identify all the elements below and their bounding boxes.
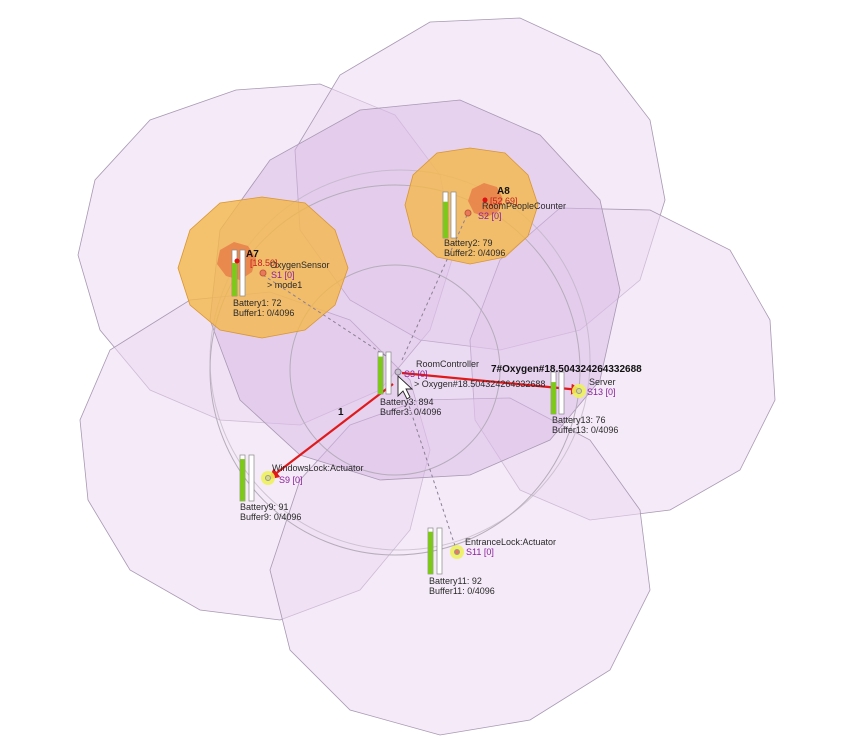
node-dot[interactable] [576, 388, 582, 394]
node-server[interactable]: Server S13 [0] Battery13: 76 Buffer13: 0… [550, 371, 618, 435]
battery-label: Battery1: 72 [233, 298, 282, 308]
sensor-label: S3 [0] [404, 369, 428, 379]
node-entrance-lock[interactable]: EntranceLock:Actuator S11 [0] Battery11:… [427, 527, 556, 596]
battery-label: Battery3: 894 [380, 397, 434, 407]
node-name: WindowsLock:Actuator [272, 463, 364, 473]
node-name: Server [589, 377, 616, 387]
battery-fill [232, 262, 237, 296]
battery-fill [240, 459, 245, 501]
battery-fill [378, 356, 383, 394]
node-dot[interactable] [265, 475, 271, 481]
command-label: > Oxygen#18.504324264332688 [414, 379, 545, 389]
sensor-label: S11 [0] [466, 547, 494, 557]
node-people-counter[interactable]: A8 [52.69] RoomPeopleCounter S2 [0] Batt… [442, 186, 566, 258]
node-name: OxygenSensor [270, 260, 330, 270]
command-label: > mode1 [267, 280, 302, 290]
buffer-bar [248, 454, 255, 502]
arrow-controller-to-windows [268, 383, 394, 480]
node-name: EntranceLock:Actuator [465, 537, 556, 547]
battery-fill [428, 531, 433, 574]
node-name: RoomPeopleCounter [482, 201, 566, 211]
range-rings [209, 169, 591, 556]
buffer-label: Buffer11: 0/4096 [429, 586, 495, 596]
mouse-cursor-icon [397, 374, 414, 400]
node-dot[interactable] [454, 549, 460, 555]
buffer-label: Buffer13: 0/4096 [552, 425, 618, 435]
buffer-bar [558, 371, 565, 415]
node-dot[interactable] [259, 269, 267, 277]
sensor-label: S1 [0] [271, 270, 295, 280]
alarm-label: A8 [497, 186, 510, 197]
sensor-label: S2 [0] [478, 211, 502, 221]
alarm-label: A7 [246, 249, 259, 260]
buffer-bar [436, 527, 443, 575]
buffer-bar [385, 351, 392, 395]
buffer-bar [239, 249, 246, 297]
node-room-controller[interactable]: RoomController S3 [0] > Oxygen#18.504324… [377, 351, 545, 417]
node-dot[interactable] [394, 368, 402, 376]
sensor-label: S13 [0] [587, 387, 616, 397]
range-entrance-lock [269, 397, 651, 736]
alarm-dot [234, 258, 240, 264]
battery-label: Battery11: 92 [429, 576, 482, 586]
node-dot[interactable] [464, 209, 472, 217]
connection-lines [262, 214, 578, 553]
node-windows-lock[interactable]: WindowsLock:Actuator S9 [0] Battery9: 91… [239, 454, 364, 522]
message-arrows [268, 371, 583, 480]
arrow-controller-to-server [401, 371, 583, 395]
buffer-label: Buffer1: 0/4096 [233, 308, 294, 318]
battery-label: Battery13: 76 [552, 415, 606, 425]
reading-label: [52.69] [490, 196, 518, 206]
message-to-server-label: 7#Oxygen#18.504324264332688 [491, 364, 642, 375]
buffer-label: Buffer2: 0/4096 [444, 248, 505, 258]
message-to-windows-label: 1 [338, 407, 344, 418]
reading-label: [18.50] [250, 258, 278, 268]
buffer-label: Buffer9: 0/4096 [240, 512, 301, 522]
battery-fill [443, 201, 448, 238]
alarm-dot [482, 197, 488, 203]
node-name: RoomController [416, 359, 479, 369]
battery-label: Battery9: 91 [240, 502, 289, 512]
battery-fill [551, 382, 556, 414]
sensor-label: S9 [0] [279, 475, 303, 485]
buffer-bar [450, 191, 457, 239]
battery-label: Battery2: 79 [444, 238, 493, 248]
buffer-label: Buffer3: 0/4096 [380, 407, 441, 417]
node-oxygen-sensor[interactable]: A7 [18.50] OxygenSensor S1 [0] > mode1 B… [231, 249, 330, 318]
